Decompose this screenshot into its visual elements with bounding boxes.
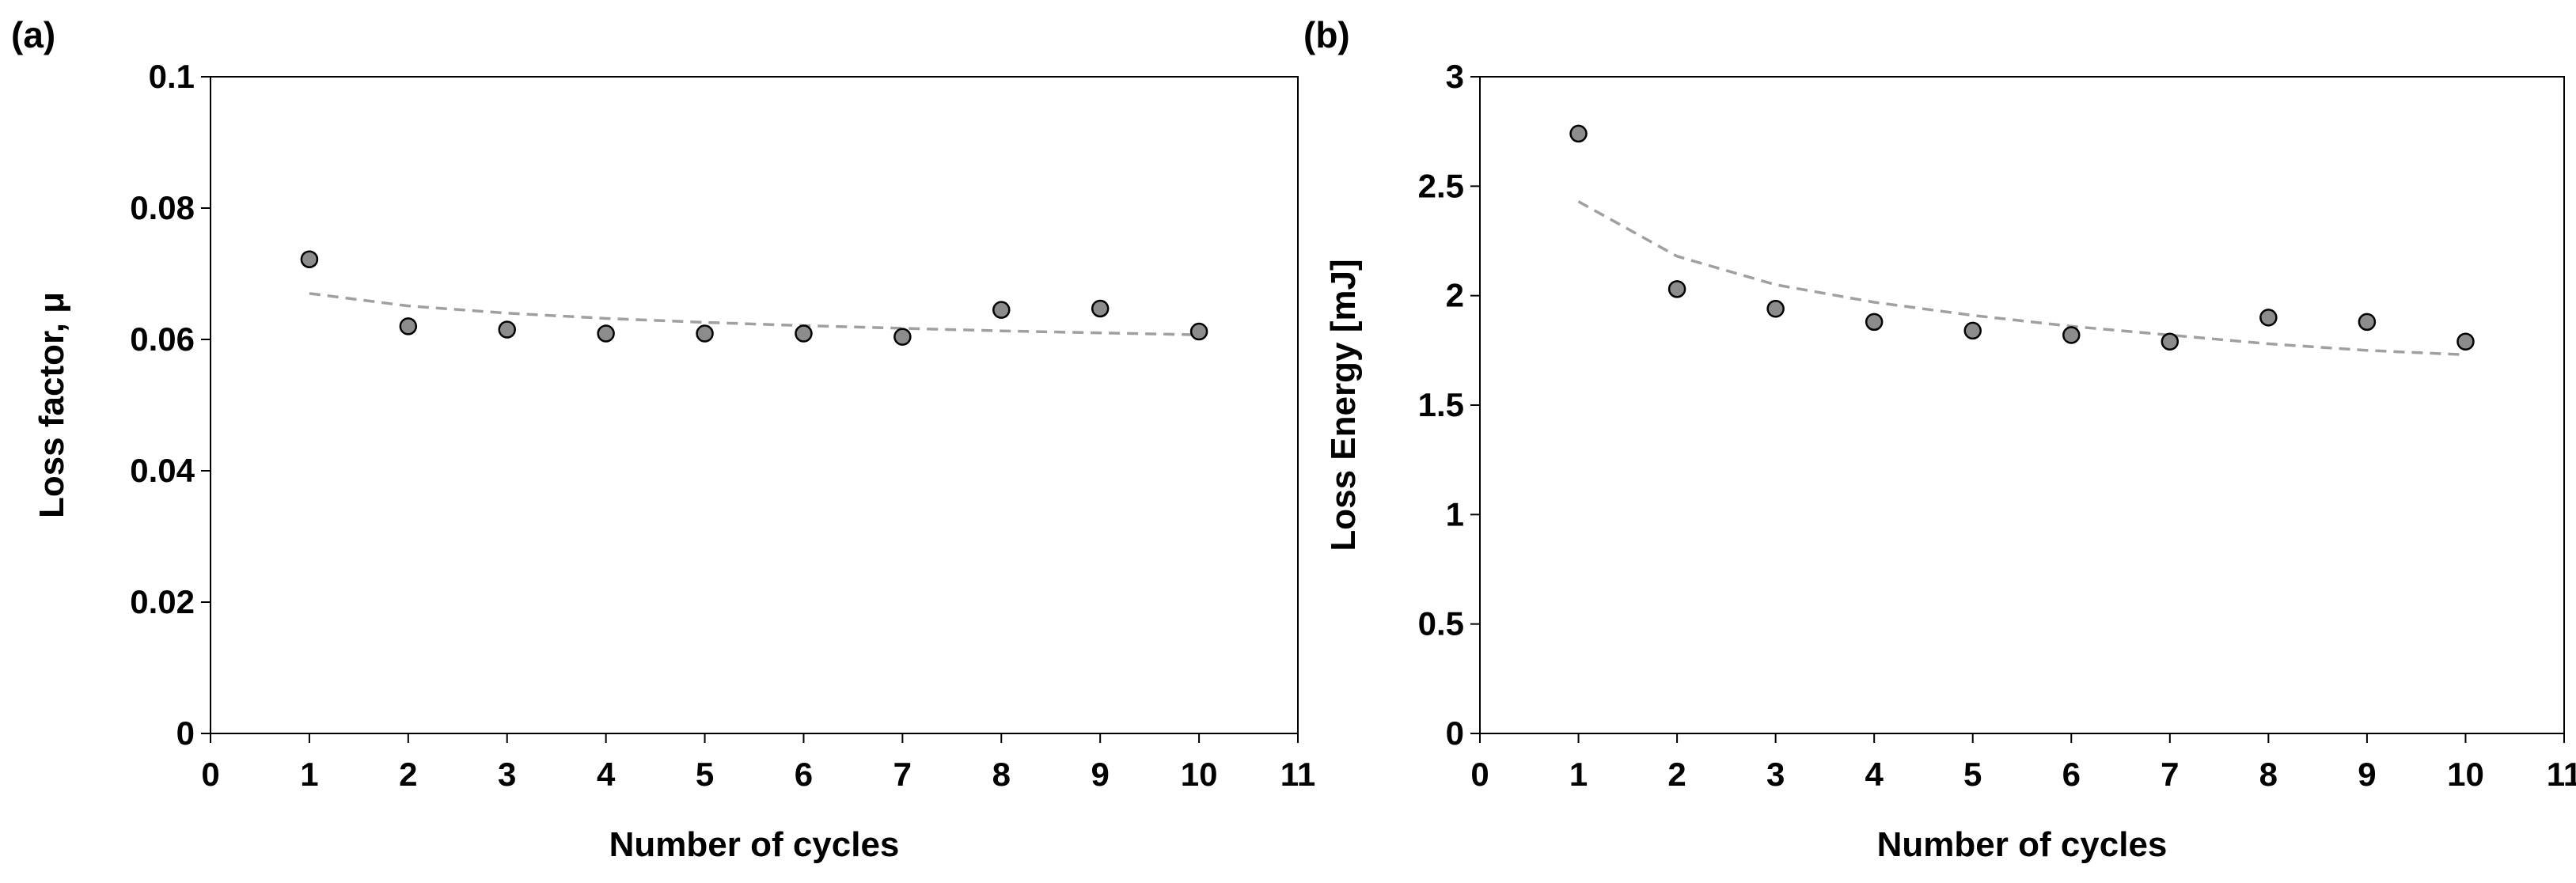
- chart-panel-b: (b) 0 0.5 1 1.5 2 2.5 3 0 1 2 3 4 5 6 7 8 9 10 11 Number of …: [1303, 14, 2576, 864]
- data-point: [498, 320, 516, 339]
- data-point: [1667, 280, 1686, 298]
- x-tick-label: 8: [992, 756, 1011, 793]
- x-tick-label: 7: [2161, 756, 2179, 793]
- y-tick-label: 0.5: [1418, 605, 1464, 642]
- data-point: [1865, 313, 1884, 332]
- data-point: [1766, 300, 1785, 318]
- y-tick-label: 0.08: [130, 189, 195, 226]
- y-tick-label: 0: [176, 714, 195, 752]
- y-tick-label: 0: [1446, 714, 1464, 752]
- plot-frame: [1479, 76, 2565, 734]
- x-tick-label: 10: [1181, 756, 1218, 793]
- x-tick-label: 4: [597, 756, 616, 793]
- x-axis-title: Number of cycles: [1877, 825, 2168, 864]
- data-point: [795, 324, 813, 343]
- y-axis-title: Loss Energy [mJ]: [1324, 259, 1363, 551]
- x-tick-label: 5: [696, 756, 714, 793]
- y-tick-label: 3: [1446, 58, 1464, 95]
- x-tick-label: 0: [1470, 756, 1489, 793]
- y-tick-label: 1: [1446, 495, 1464, 532]
- y-tick-label: 2: [1446, 277, 1464, 314]
- x-tick-label: 10: [2447, 756, 2484, 793]
- data-point: [300, 250, 319, 268]
- data-point: [597, 324, 615, 343]
- data-point: [399, 317, 418, 335]
- panel-label: (b): [1303, 14, 1350, 55]
- y-tick-label: 0.02: [130, 583, 195, 620]
- x-tick-label: 3: [498, 756, 516, 793]
- data-point: [1091, 299, 1110, 318]
- x-tick-label: 7: [893, 756, 912, 793]
- data-point: [2161, 332, 2180, 351]
- chart-panel-a: (a) 0 0.02 0.04 0.06 0.08 0.1 0 1 2 3 4 5 6 7 8 9 10 11 Num…: [11, 14, 1315, 864]
- data-point: [696, 324, 714, 343]
- data-point: [2062, 326, 2081, 344]
- x-tick-label: 3: [1766, 756, 1785, 793]
- trendline: [309, 292, 1200, 336]
- x-tick-label: 9: [2358, 756, 2376, 793]
- y-axis-title: Loss factor, μ: [32, 292, 71, 518]
- x-tick-label: 6: [2062, 756, 2081, 793]
- y-tick-label: 0.04: [130, 452, 195, 489]
- data-point: [1963, 321, 1982, 340]
- y-tick-label: 1.5: [1418, 386, 1464, 423]
- panel-label: (a): [11, 14, 55, 55]
- plot-frame: [210, 76, 1299, 734]
- x-tick-label: 6: [795, 756, 813, 793]
- x-tick-label: 2: [1667, 756, 1686, 793]
- data-point: [2456, 332, 2475, 351]
- y-tick-label: 2.5: [1418, 167, 1464, 204]
- x-tick-label: 1: [300, 756, 318, 793]
- data-point: [1189, 322, 1208, 341]
- data-point: [992, 301, 1011, 319]
- data-point: [2259, 309, 2278, 327]
- x-tick-label: 4: [1865, 756, 1884, 793]
- y-tick-label: 0.06: [130, 320, 195, 358]
- x-axis-title: Number of cycles: [609, 825, 900, 864]
- trendline: [1577, 200, 2466, 357]
- data-point: [1569, 124, 1588, 143]
- x-tick-label: 11: [2547, 756, 2576, 793]
- data-point: [2358, 313, 2377, 332]
- x-tick-label: 5: [1963, 756, 1982, 793]
- x-tick-label: 11: [1280, 756, 1315, 793]
- data-point: [893, 328, 912, 346]
- x-tick-label: 1: [1569, 756, 1588, 793]
- y-tick-label: 0.1: [149, 58, 195, 95]
- x-tick-label: 2: [399, 756, 417, 793]
- x-tick-label: 8: [2259, 756, 2278, 793]
- x-tick-label: 0: [201, 756, 219, 793]
- x-tick-label: 9: [1091, 756, 1110, 793]
